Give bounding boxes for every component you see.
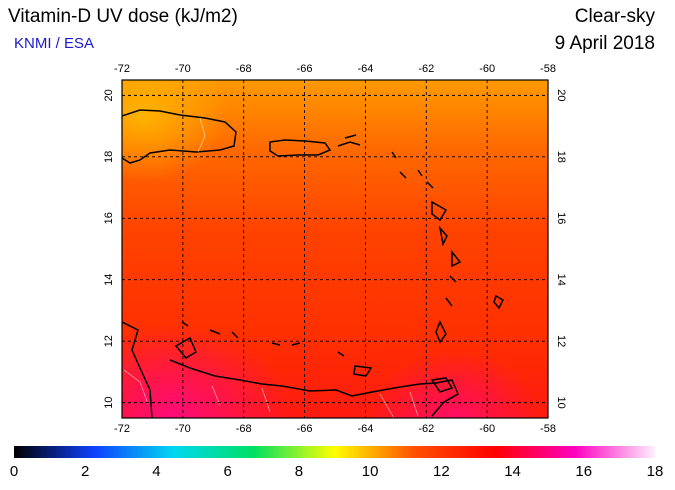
lon-tick-top: -66: [297, 63, 313, 75]
lon-tick-bottom: -62: [418, 423, 434, 435]
tick-labels: -72 -72 -70 -70 -68 -68 -66 -66 -64 -64 -62 -62 -60 -…: [103, 63, 567, 435]
hispaniola-coast: [121, 109, 237, 164]
map-title: Vitamin-D UV dose (kJ/m2): [8, 6, 238, 27]
lon-tick-bottom: -60: [479, 423, 495, 435]
lat-tick-right: 16: [555, 212, 567, 224]
colorbar-label: 0: [9, 463, 19, 480]
colorbar-label: 2: [81, 463, 90, 480]
barbados-coast: [493, 294, 504, 310]
sky-condition-label: Clear-sky: [574, 6, 655, 27]
graticule: [122, 80, 548, 418]
colorbar-label: 6: [223, 463, 232, 480]
lon-tick-top: -68: [236, 63, 252, 75]
lon-tick-top: -60: [479, 63, 495, 75]
lat-tick-left: 16: [103, 212, 115, 224]
lon-tick-top: -70: [175, 63, 191, 75]
uv-colorbar: [14, 446, 655, 458]
colorbar-label: 10: [361, 463, 379, 480]
virgin-islands-coast: [337, 134, 361, 147]
south-america-coast: [121, 321, 459, 419]
lat-tick-right: 14: [555, 274, 567, 286]
lon-tick-top: -72: [114, 63, 130, 75]
caribbean-islands-coast: [174, 321, 373, 377]
coastline-layer: [121, 109, 504, 419]
trinidad-coast: [430, 377, 454, 393]
lat-tick-right: 12: [555, 335, 567, 347]
credit-label: KNMI / ESA: [14, 35, 95, 52]
lon-tick-top: -64: [357, 63, 373, 75]
lon-tick-top: -58: [540, 63, 556, 75]
colorbar-label: 16: [575, 463, 593, 480]
lon-tick-bottom: -70: [175, 423, 191, 435]
lon-tick-bottom: -66: [297, 423, 313, 435]
lon-tick-bottom: -58: [540, 423, 556, 435]
colorbar-label: 8: [294, 463, 304, 480]
lon-tick-bottom: -72: [114, 423, 130, 435]
lat-tick-left: 14: [103, 274, 115, 286]
lon-tick-top: -62: [418, 63, 434, 75]
lat-tick-right: 10: [555, 397, 567, 409]
puerto-rico-coast: [269, 139, 332, 157]
colorbar-label: 18: [646, 463, 664, 480]
lesser-antilles-coast: [391, 151, 462, 344]
lat-tick-right: 20: [555, 89, 567, 101]
map-frame: [121, 79, 549, 419]
lon-tick-bottom: -64: [357, 423, 373, 435]
field-layer: [122, 80, 548, 418]
lat-tick-left: 20: [103, 89, 115, 101]
lat-tick-left: 18: [103, 151, 115, 163]
colorbar-label: 4: [152, 463, 161, 480]
lon-tick-bottom: -68: [236, 423, 252, 435]
lat-tick-left: 12: [103, 335, 115, 347]
colorbar-label: 14: [504, 463, 521, 480]
date-label: 9 April 2018: [554, 33, 655, 54]
colorbar-label: 12: [432, 463, 450, 480]
lat-tick-left: 10: [103, 397, 115, 409]
uv-map: -72 -72 -70 -70 -68 -68 -66 -66 -64 -64 -62 -62 -60 -…: [103, 63, 567, 435]
lat-tick-right: 18: [555, 151, 567, 163]
borders-layer: [123, 117, 419, 419]
